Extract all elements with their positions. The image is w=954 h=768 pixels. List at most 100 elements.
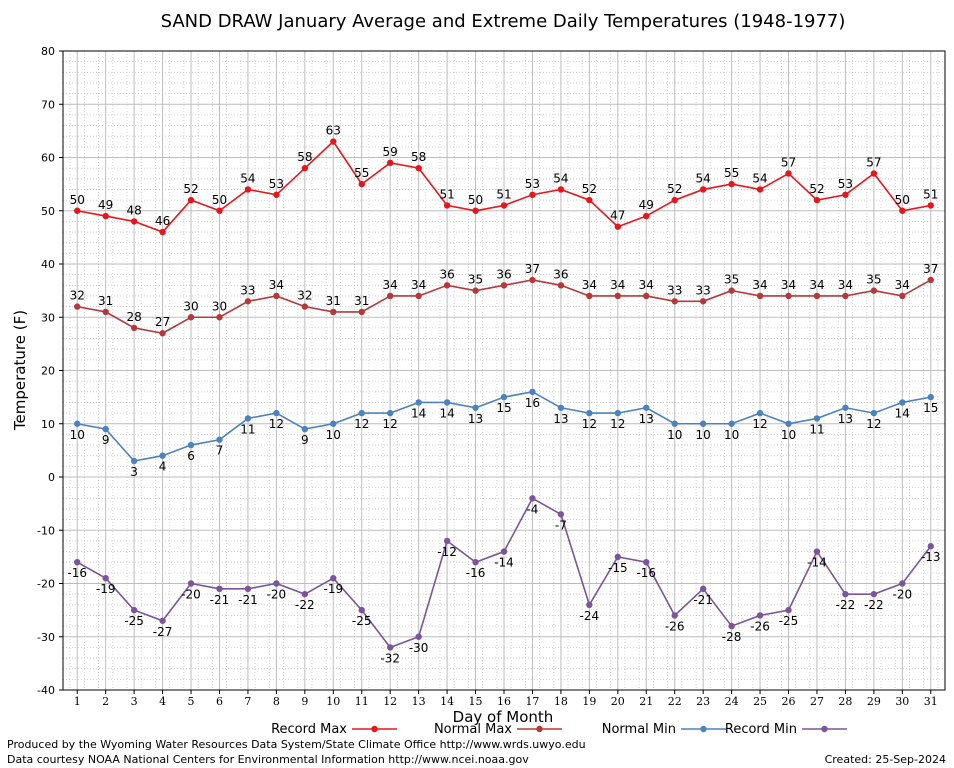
normal-min-point bbox=[728, 420, 735, 427]
chart-title: SAND DRAW January Average and Extreme Da… bbox=[161, 11, 846, 32]
normal-min-data-label: 3 bbox=[130, 465, 138, 479]
normal-max-data-label: 32 bbox=[297, 289, 312, 303]
record-max-point bbox=[899, 207, 906, 214]
record-min-point bbox=[244, 585, 252, 593]
normal-min-data-label: 9 bbox=[102, 433, 110, 447]
y-tick-label: 30 bbox=[41, 311, 55, 324]
record-max-point bbox=[927, 202, 934, 209]
record-max-data-label: 58 bbox=[297, 150, 312, 164]
x-tick-label: 15 bbox=[469, 695, 483, 708]
record-min-point bbox=[330, 574, 337, 582]
normal-min-data-label: 13 bbox=[468, 412, 483, 426]
normal-max-point bbox=[216, 314, 223, 321]
normal-max-data-label: 34 bbox=[383, 278, 398, 292]
x-axis-title: Day of Month bbox=[453, 708, 554, 726]
normal-min-point bbox=[415, 399, 422, 406]
record-max-point bbox=[643, 212, 650, 220]
normal-max-data-label: 34 bbox=[610, 278, 625, 292]
normal-max-point bbox=[301, 303, 309, 310]
record-max-data-label: 53 bbox=[269, 177, 284, 191]
normal-min-data-label: 16 bbox=[525, 396, 540, 410]
record-max-data-label: 47 bbox=[610, 209, 625, 223]
normal-min-point bbox=[358, 409, 365, 417]
normal-max-point bbox=[415, 292, 422, 300]
legend-label-record-max: Record Max bbox=[271, 722, 347, 737]
record-max-data-label: 52 bbox=[667, 182, 682, 196]
record-min-data-label: -22 bbox=[295, 598, 315, 612]
record-max-point bbox=[301, 164, 309, 172]
record-min-point bbox=[756, 612, 764, 619]
normal-min-data-label: 15 bbox=[923, 401, 938, 415]
legend-label-normal-max: Normal Max bbox=[434, 722, 512, 737]
record-max-point bbox=[728, 180, 735, 188]
record-min-data-label: -15 bbox=[608, 561, 628, 575]
record-max-data-label: 46 bbox=[155, 214, 170, 228]
record-min-point bbox=[813, 548, 821, 555]
normal-min-data-label: 10 bbox=[696, 428, 711, 442]
record-max-data-label: 54 bbox=[553, 171, 568, 185]
record-max-data-label: 49 bbox=[98, 198, 113, 212]
normal-max-point bbox=[671, 298, 678, 305]
record-min-data-label: -16 bbox=[67, 566, 87, 580]
x-tick-label: 14 bbox=[440, 695, 454, 708]
normal-min-point bbox=[785, 420, 792, 427]
normal-min-data-label: 13 bbox=[838, 412, 853, 426]
normal-min-point bbox=[899, 399, 906, 406]
normal-max-data-label: 31 bbox=[354, 294, 369, 308]
record-max-data-label: 52 bbox=[809, 182, 824, 196]
record-max-point bbox=[216, 207, 223, 214]
normal-min-data-label: 15 bbox=[496, 401, 511, 415]
normal-max-data-label: 34 bbox=[639, 278, 654, 292]
record-min-data-label: -20 bbox=[267, 588, 287, 602]
normal-max-point bbox=[130, 324, 138, 332]
record-max-data-label: 50 bbox=[468, 193, 483, 207]
record-min-data-label: -13 bbox=[921, 550, 941, 564]
x-tick-label: 17 bbox=[525, 695, 539, 708]
normal-min-point bbox=[813, 415, 821, 422]
record-min-point bbox=[301, 590, 309, 598]
x-tick-label: 6 bbox=[216, 695, 223, 708]
record-min-point bbox=[216, 585, 223, 593]
record-min-data-label: -28 bbox=[722, 630, 742, 644]
normal-max-point bbox=[728, 287, 735, 294]
normal-max-data-label: 36 bbox=[496, 267, 511, 281]
data-credit: Data courtesy NOAA National Centers for … bbox=[7, 753, 529, 766]
record-max-data-label: 59 bbox=[383, 145, 398, 159]
normal-min-point bbox=[159, 452, 166, 459]
record-min-data-label: -25 bbox=[779, 614, 799, 628]
record-max-point bbox=[529, 191, 536, 198]
normal-min-data-label: 12 bbox=[269, 417, 284, 431]
normal-min-data-label: 6 bbox=[187, 449, 195, 463]
normal-max-data-label: 36 bbox=[553, 267, 568, 281]
normal-min-point bbox=[244, 415, 252, 422]
normal-max-data-label: 35 bbox=[866, 273, 881, 287]
y-axis-title: Temperature (F) bbox=[11, 310, 29, 431]
legend: Record Max Normal Max Normal Min Record Min bbox=[271, 722, 847, 737]
record-min-data-label: -27 bbox=[153, 625, 173, 639]
normal-max-data-label: 30 bbox=[212, 299, 227, 313]
x-tick-label: 4 bbox=[159, 695, 166, 708]
x-tick-label: 19 bbox=[582, 695, 596, 708]
record-min-data-label: -22 bbox=[836, 598, 856, 612]
record-min-data-label: -21 bbox=[210, 593, 230, 607]
normal-max-data-label: 32 bbox=[70, 289, 85, 303]
normal-min-data-label: 12 bbox=[383, 417, 398, 431]
record-min-point bbox=[586, 601, 593, 608]
x-tick-label: 3 bbox=[131, 695, 138, 708]
record-min-data-label: -19 bbox=[323, 582, 343, 596]
y-tick-label: 0 bbox=[48, 471, 55, 484]
normal-max-point bbox=[813, 292, 821, 300]
record-max-data-label: 50 bbox=[70, 193, 85, 207]
x-tick-label: 24 bbox=[725, 695, 739, 708]
normal-max-point bbox=[74, 303, 81, 310]
y-tick-label: -30 bbox=[37, 631, 55, 644]
x-tick-label: 28 bbox=[838, 695, 852, 708]
normal-max-point bbox=[330, 308, 337, 316]
record-min-point bbox=[500, 548, 508, 555]
legend-marker-record-max bbox=[371, 725, 378, 733]
record-min-point bbox=[529, 495, 536, 502]
normal-min-data-label: 13 bbox=[639, 412, 654, 426]
x-tick-label: 1 bbox=[74, 695, 81, 708]
